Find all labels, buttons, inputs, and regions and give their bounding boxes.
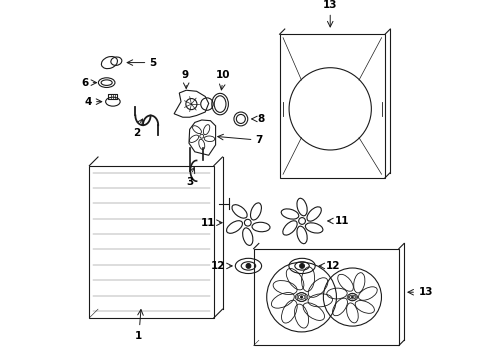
- Text: 9: 9: [182, 70, 189, 80]
- Text: 4: 4: [85, 96, 92, 107]
- Text: 12: 12: [210, 261, 225, 271]
- Text: 11: 11: [200, 218, 215, 228]
- Text: 13: 13: [418, 287, 433, 297]
- Bar: [280, 34, 385, 178]
- Text: 5: 5: [149, 58, 156, 68]
- Text: 10: 10: [216, 70, 231, 80]
- Bar: [108, 94, 118, 99]
- Circle shape: [351, 296, 353, 298]
- Bar: [254, 249, 399, 346]
- Circle shape: [246, 264, 251, 268]
- Text: 8: 8: [257, 114, 264, 124]
- Text: 2: 2: [133, 127, 141, 138]
- Text: 11: 11: [335, 216, 349, 226]
- Text: 12: 12: [326, 261, 341, 271]
- Text: 6: 6: [81, 78, 89, 87]
- Text: 7: 7: [255, 135, 263, 145]
- Text: 3: 3: [186, 177, 193, 187]
- Text: 1: 1: [135, 331, 142, 341]
- Bar: [89, 166, 214, 318]
- Text: 13: 13: [323, 0, 338, 10]
- Circle shape: [300, 296, 303, 298]
- Circle shape: [300, 264, 304, 268]
